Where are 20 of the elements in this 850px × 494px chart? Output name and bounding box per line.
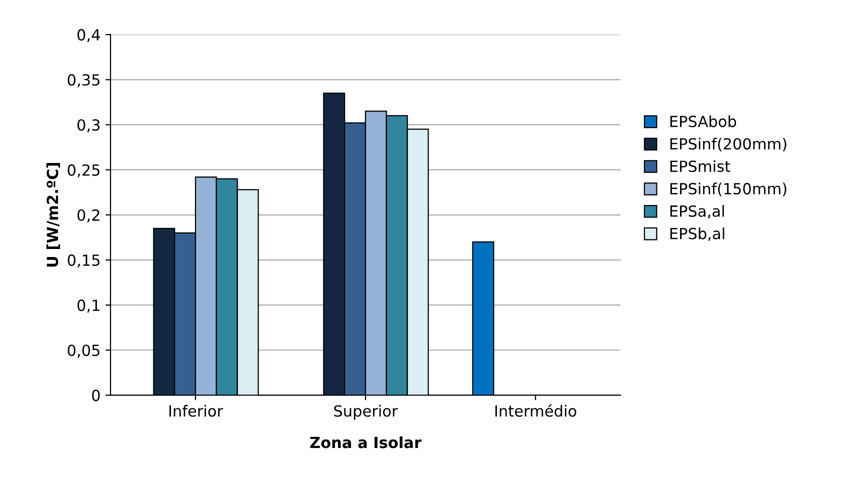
legend-label: EPSa,al (670, 205, 724, 218)
legend-label: EPSb,al (670, 227, 724, 241)
y-tick-label: 0,15 (68, 254, 100, 268)
x-tick-label: Inferior (169, 404, 224, 417)
x-axis-title: Zona a Isolar (310, 436, 422, 448)
legend-label: EPSinf(200mm) (670, 138, 786, 152)
y-tick-label: 0,25 (68, 164, 100, 178)
legend-label: EPSinf(150mm) (670, 182, 786, 196)
y-tick-label: 0,35 (68, 74, 100, 88)
x-tick-label: Superior (334, 404, 398, 420)
y-tick-label: 0,1 (77, 300, 100, 313)
y-tick-label: 0,05 (68, 344, 100, 358)
legend-label: EPSAbob (670, 115, 736, 128)
legend-label: EPSmist (670, 160, 730, 172)
y-tick-label: 0,3 (77, 119, 100, 132)
y-tick-label: 0 (92, 390, 100, 402)
y-tick-label: 0,4 (77, 29, 100, 42)
y-axis-title: U [W/m2.ºC] (46, 163, 60, 267)
x-tick-label: Intermédio (495, 404, 576, 417)
y-tick-label: 0,2 (77, 209, 100, 222)
